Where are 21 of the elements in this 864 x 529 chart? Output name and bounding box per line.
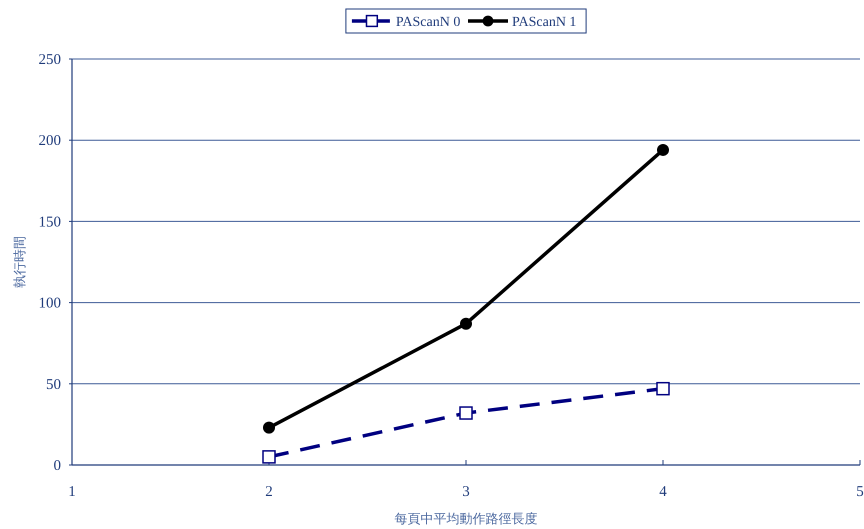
y-tick-label: 150 <box>38 214 61 230</box>
x-tick-label: 4 <box>659 484 668 500</box>
legend-label: PAScanN 0 <box>396 15 460 30</box>
y-tick-label: 50 <box>46 376 61 393</box>
point <box>460 318 472 330</box>
point <box>459 406 473 420</box>
x-tick-label: 2 <box>265 484 273 500</box>
point <box>656 382 670 396</box>
point <box>657 144 669 156</box>
point <box>263 422 275 434</box>
x-tick-label: 5 <box>856 484 864 500</box>
x-axis-title: 每頁中平均動作路徑長度 <box>394 511 538 527</box>
x-tick-label: 1 <box>68 484 76 500</box>
y-tick-label: 100 <box>38 296 61 312</box>
x-tick-label: 3 <box>462 484 470 500</box>
y-tick-label: 250 <box>38 52 61 68</box>
y-axis-title: 執行時間 <box>13 236 28 288</box>
y-tick-label: 0 <box>54 458 61 474</box>
point <box>262 450 276 464</box>
legend-label: PAScanN 1 <box>512 15 576 30</box>
y-tick-label: 200 <box>38 133 61 150</box>
